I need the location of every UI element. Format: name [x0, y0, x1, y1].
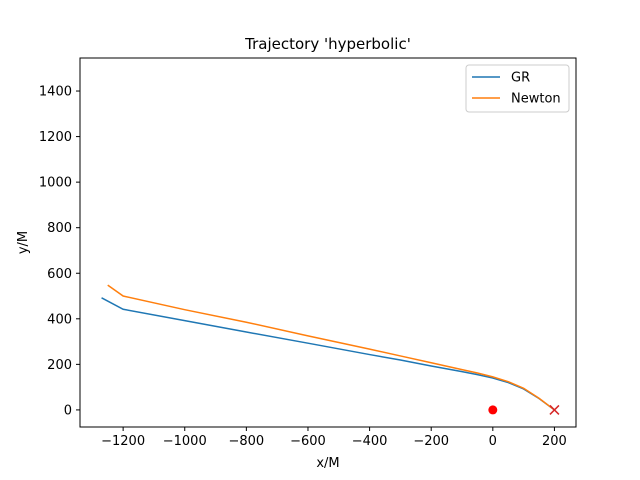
- x-axis-label: x/M: [316, 456, 339, 471]
- y-tick-label: 200: [47, 358, 72, 373]
- plot-area: [79, 57, 577, 428]
- y-axis: 0 200 400 600 800 1000 1200 1400: [39, 85, 80, 418]
- x-tick-label: −600: [290, 434, 326, 449]
- plot-frame: [79, 57, 577, 428]
- central-mass-marker: [488, 405, 498, 415]
- x-tick-label: −1000: [163, 434, 207, 449]
- legend-label-newton: Newton: [511, 92, 561, 107]
- x-axis: −1200 −1000 −800 −600 −400 −200 0 200: [101, 427, 567, 449]
- x-tick-label: −400: [352, 434, 388, 449]
- y-tick-label: 400: [47, 312, 72, 327]
- x-tick-label: −1200: [101, 434, 145, 449]
- y-tick-label: 1400: [39, 85, 72, 100]
- x-tick-label: −800: [229, 434, 265, 449]
- y-tick-label: 600: [47, 267, 72, 282]
- x-tick-label: 200: [542, 434, 567, 449]
- y-axis-label: y/M: [16, 231, 31, 254]
- x-tick-label: −200: [413, 434, 449, 449]
- start-point-marker: [549, 404, 560, 415]
- y-tick-label: 1000: [39, 176, 72, 191]
- chart-title: Trajectory 'hyperbolic': [244, 35, 411, 53]
- series-line-newton: [107, 284, 555, 411]
- y-tick-label: 800: [47, 221, 72, 236]
- x-tick-label: 0: [489, 434, 497, 449]
- legend: GR Newton: [465, 64, 570, 113]
- y-tick-label: 1200: [39, 130, 72, 145]
- legend-label-gr: GR: [511, 71, 530, 86]
- y-tick-label: 0: [64, 403, 72, 418]
